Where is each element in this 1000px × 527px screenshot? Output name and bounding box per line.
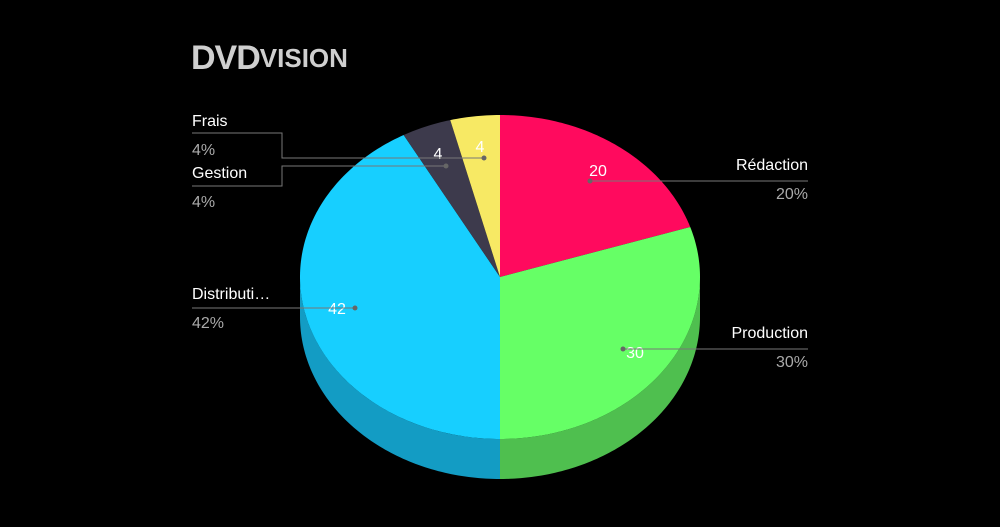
leader-line xyxy=(192,132,484,159)
value-label: 42 xyxy=(328,301,346,318)
category-label: Gestion xyxy=(192,165,247,182)
leader-dot xyxy=(443,163,449,169)
slice xyxy=(300,135,500,439)
leader-line xyxy=(192,165,446,187)
category-label: Frais xyxy=(192,113,228,130)
logo-main: DVD xyxy=(191,39,260,77)
logo-rest: VISION xyxy=(260,43,348,73)
leader-dot xyxy=(481,155,487,161)
leader-dot xyxy=(352,305,358,311)
pie-tops xyxy=(300,115,700,439)
slice-side xyxy=(500,277,700,479)
percent-label: 30% xyxy=(776,354,808,371)
category-label: Distributi… xyxy=(192,286,270,303)
slice-side xyxy=(300,277,500,479)
value-label: 30 xyxy=(626,345,644,362)
slice xyxy=(403,120,500,277)
logo: DVDVISION xyxy=(191,39,348,77)
pie-sides xyxy=(300,277,700,479)
percent-label: 42% xyxy=(192,315,224,332)
slice xyxy=(500,226,700,439)
value-label: 4 xyxy=(476,139,485,156)
slice xyxy=(500,115,691,277)
percent-label: 4% xyxy=(192,142,215,159)
category-label: Rédaction xyxy=(736,157,808,174)
percent-label: 4% xyxy=(192,194,215,211)
slice xyxy=(450,115,500,277)
leader-dot xyxy=(587,178,593,184)
value-label: 4 xyxy=(434,146,443,163)
category-label: Production xyxy=(732,325,809,342)
labels: 20 Rédaction 20% 30 Production 30% 42 Distribut… xyxy=(192,113,808,371)
leader-dot xyxy=(620,346,626,352)
percent-label: 20% xyxy=(776,186,808,203)
value-label: 20 xyxy=(589,163,607,180)
